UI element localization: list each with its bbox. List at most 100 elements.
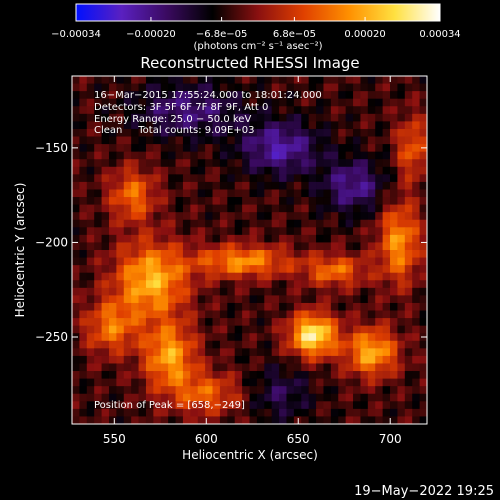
heatmap-cell	[86, 128, 95, 137]
heatmap-cell	[360, 76, 369, 84]
heatmap-cell	[397, 302, 406, 311]
heatmap-cell	[101, 91, 110, 100]
heatmap-cell	[264, 363, 273, 372]
heatmap-cell	[353, 166, 361, 175]
heatmap-cell	[249, 242, 258, 251]
heatmap-cell	[227, 219, 236, 228]
heatmap-cell	[153, 340, 162, 349]
heatmap-cell	[94, 333, 102, 342]
heatmap-cell	[353, 83, 361, 92]
heatmap-cell	[375, 128, 384, 137]
heatmap-cell	[197, 280, 206, 289]
heatmap-cell	[316, 242, 324, 251]
heatmap-cell	[190, 355, 199, 364]
heatmap-cell	[138, 265, 147, 274]
heatmap-cell	[182, 416, 191, 425]
heatmap-cell	[397, 287, 406, 296]
heatmap-cell	[338, 378, 347, 387]
heatmap-cell	[153, 113, 162, 122]
heatmap-cell	[131, 136, 139, 145]
heatmap-cell	[360, 106, 369, 115]
heatmap-cell	[145, 113, 154, 122]
heatmap-cell	[375, 295, 384, 304]
heatmap-cell	[131, 227, 139, 236]
heatmap-cell	[345, 401, 354, 410]
heatmap-cell	[160, 83, 169, 92]
heatmap-cell	[219, 295, 228, 304]
heatmap-cell	[160, 76, 169, 84]
heatmap-cell	[212, 386, 221, 395]
heatmap-cell	[79, 227, 88, 236]
heatmap-cell	[419, 355, 428, 364]
heatmap-cell	[219, 166, 228, 175]
heatmap-cell	[286, 393, 295, 402]
heatmap-cell	[249, 401, 258, 410]
heatmap-cell	[138, 378, 147, 387]
heatmap-cell	[390, 363, 398, 372]
heatmap-cell	[108, 257, 117, 266]
heatmap-cell	[116, 355, 125, 364]
heatmap-cell	[101, 98, 110, 107]
heatmap-cell	[205, 144, 213, 153]
heatmap-cell	[227, 401, 236, 410]
heatmap-cell	[175, 340, 184, 349]
heatmap-cell	[353, 121, 361, 130]
heatmap-cell	[375, 408, 384, 417]
heatmap-cell	[367, 242, 376, 251]
heatmap-cell	[323, 136, 332, 145]
heatmap-cell	[323, 242, 332, 251]
heatmap-cell	[249, 166, 258, 175]
heatmap-cell	[397, 386, 406, 395]
heatmap-cell	[271, 272, 280, 281]
heatmap-cell	[197, 159, 206, 168]
heatmap-cell	[175, 393, 184, 402]
heatmap-cell	[219, 355, 228, 364]
heatmap-cell	[138, 242, 147, 251]
heatmap-cell	[212, 371, 221, 380]
heatmap-cell	[123, 121, 132, 130]
heatmap-cell	[308, 159, 317, 168]
heatmap-cell	[108, 250, 117, 258]
heatmap-cell	[234, 393, 243, 402]
heatmap-cell	[108, 136, 117, 145]
heatmap-cell	[271, 204, 280, 213]
heatmap-cell	[264, 280, 273, 289]
heatmap-cell	[131, 393, 139, 402]
heatmap-cell	[227, 250, 236, 258]
heatmap-cell	[212, 363, 221, 372]
heatmap-cell	[212, 76, 221, 84]
heatmap-cell	[219, 386, 228, 395]
heatmap-cell	[168, 212, 176, 221]
heatmap-cell	[197, 393, 206, 402]
heatmap-cell	[256, 91, 265, 100]
heatmap-cell	[360, 325, 369, 334]
heatmap-cell	[101, 272, 110, 281]
heatmap-cell	[360, 197, 369, 206]
annotation-detectors: Detectors: 3F 5F 6F 7F 8F 9F, Att 0	[94, 102, 268, 113]
heatmap-cell	[86, 401, 95, 410]
heatmap-cell	[330, 151, 339, 160]
heatmap-cell	[338, 174, 347, 183]
heatmap-cell	[375, 174, 384, 183]
heatmap-cell	[345, 212, 354, 221]
heatmap-cell	[219, 340, 228, 349]
heatmap-cell	[249, 234, 258, 243]
heatmap-cell	[286, 91, 295, 100]
heatmap-cell	[79, 348, 88, 357]
heatmap-cell	[131, 91, 139, 100]
heatmap-cell	[293, 257, 302, 266]
heatmap-cell	[168, 91, 176, 100]
heatmap-cell	[234, 212, 243, 221]
heatmap-cell	[353, 106, 361, 115]
heatmap-cell	[94, 416, 102, 425]
heatmap-cell	[271, 151, 280, 160]
heatmap-cell	[212, 265, 221, 274]
heatmap-cell	[360, 227, 369, 236]
heatmap-cell	[338, 234, 347, 243]
heatmap-cell	[168, 250, 176, 258]
heatmap-cell	[375, 318, 384, 327]
heatmap-cell	[153, 76, 162, 84]
heatmap-cell	[242, 302, 250, 311]
heatmap-cell	[397, 371, 406, 380]
heatmap-cell	[145, 181, 154, 190]
